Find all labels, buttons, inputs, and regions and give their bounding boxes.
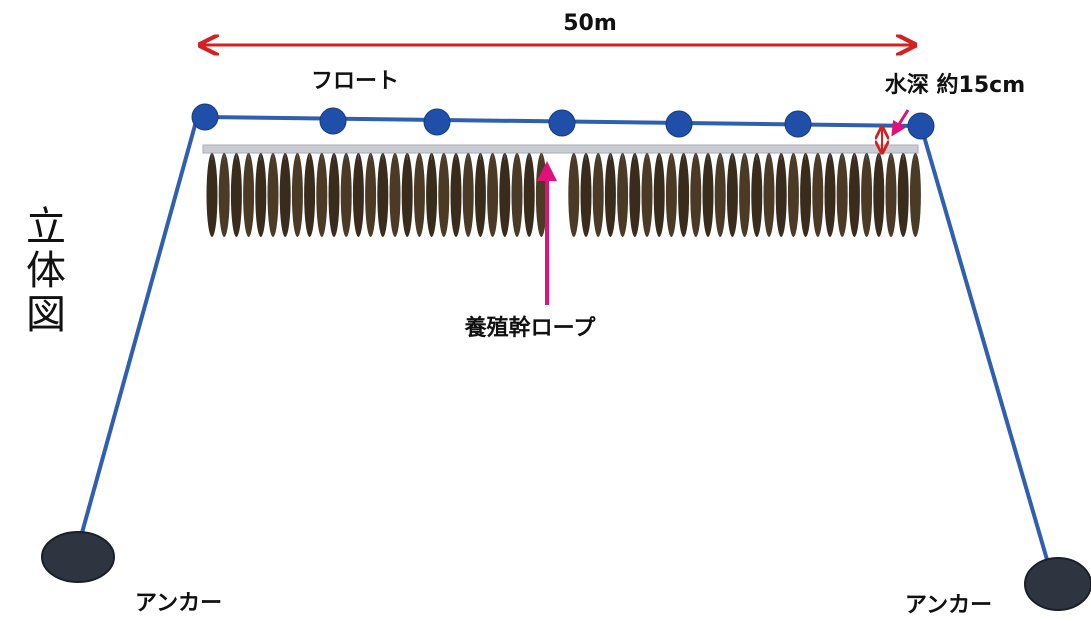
kelp-blade: [726, 153, 738, 237]
anchor-label: アンカー: [905, 593, 992, 618]
kelp-blade: [739, 153, 751, 237]
kelp-blade: [751, 153, 763, 237]
kelp-blade: [365, 153, 377, 237]
kelp-blade: [641, 153, 653, 237]
float: [784, 110, 812, 138]
kelp-blade: [604, 153, 616, 237]
kelp-blade: [389, 153, 401, 237]
kelp-blade: [812, 153, 824, 237]
kelp-blade: [580, 153, 592, 237]
kelp-blade: [897, 153, 909, 237]
kelp-blade: [328, 153, 340, 237]
kelp-blade: [511, 153, 523, 237]
float: [548, 109, 576, 137]
kelp-blade: [426, 153, 438, 237]
kelp-blade: [462, 153, 474, 237]
kelp-blade: [413, 153, 425, 237]
kelp-blade: [377, 153, 389, 237]
kelp-blade: [678, 153, 690, 237]
kelp-blade: [836, 153, 848, 237]
float: [319, 107, 347, 135]
kelp-blade: [438, 153, 450, 237]
kelp-blade: [653, 153, 665, 237]
kelp-blade: [340, 153, 352, 237]
kelp-blade: [873, 153, 885, 237]
kelp-blade: [665, 153, 677, 237]
kelp: [206, 153, 921, 237]
kelp-blade: [909, 153, 921, 237]
culture-rope: [202, 144, 919, 154]
kelp-blade: [702, 153, 714, 237]
kelp-blade: [848, 153, 860, 237]
rope-label: 養殖幹ロープ: [465, 315, 597, 341]
float: [907, 112, 935, 140]
kelp-blade: [487, 153, 499, 237]
kelp-blade: [775, 153, 787, 237]
kelp-blade: [568, 153, 580, 237]
kelp-blade: [763, 153, 775, 237]
anchor: [41, 531, 115, 583]
kelp-blade: [629, 153, 641, 237]
kelp-blade: [316, 153, 328, 237]
depth-label: 水深 約15cm: [885, 72, 1025, 98]
kelp-blade: [861, 153, 873, 237]
float: [665, 110, 693, 138]
kelp-blade: [714, 153, 726, 237]
kelp-blade: [279, 153, 291, 237]
kelp-blade: [592, 153, 604, 237]
kelp-blade: [206, 153, 218, 237]
kelp-blade: [243, 153, 255, 237]
anchor-line: [78, 117, 199, 541]
anchor-line: [919, 125, 1052, 571]
kelp-blade: [352, 153, 364, 237]
kelp-blade: [401, 153, 413, 237]
kelp-blade: [291, 153, 303, 237]
float: [423, 108, 451, 136]
depth-pointer: [891, 109, 910, 137]
kelp-blade: [800, 153, 812, 237]
kelp-blade: [690, 153, 702, 237]
kelp-blade: [885, 153, 897, 237]
kelp-blade: [499, 153, 511, 237]
kelp-blade: [824, 153, 836, 237]
kelp-blade: [474, 153, 486, 237]
kelp-blade: [304, 153, 316, 237]
kelp-blade: [787, 153, 799, 237]
kelp-blade: [450, 153, 462, 237]
anchor-label: アンカー: [135, 591, 222, 616]
float: [191, 103, 219, 131]
kelp-blade: [523, 153, 535, 237]
floats: [191, 103, 935, 140]
float-label: フロート: [311, 69, 399, 94]
anchor: [1024, 557, 1091, 611]
kelp-blade: [617, 153, 629, 237]
kelp-blade: [230, 153, 242, 237]
view-title: 立体図: [19, 205, 65, 337]
dimension-label: 50m: [563, 11, 617, 36]
kelp-blade: [267, 153, 279, 237]
kelp-blade: [255, 153, 267, 237]
kelp-blade: [218, 153, 230, 237]
